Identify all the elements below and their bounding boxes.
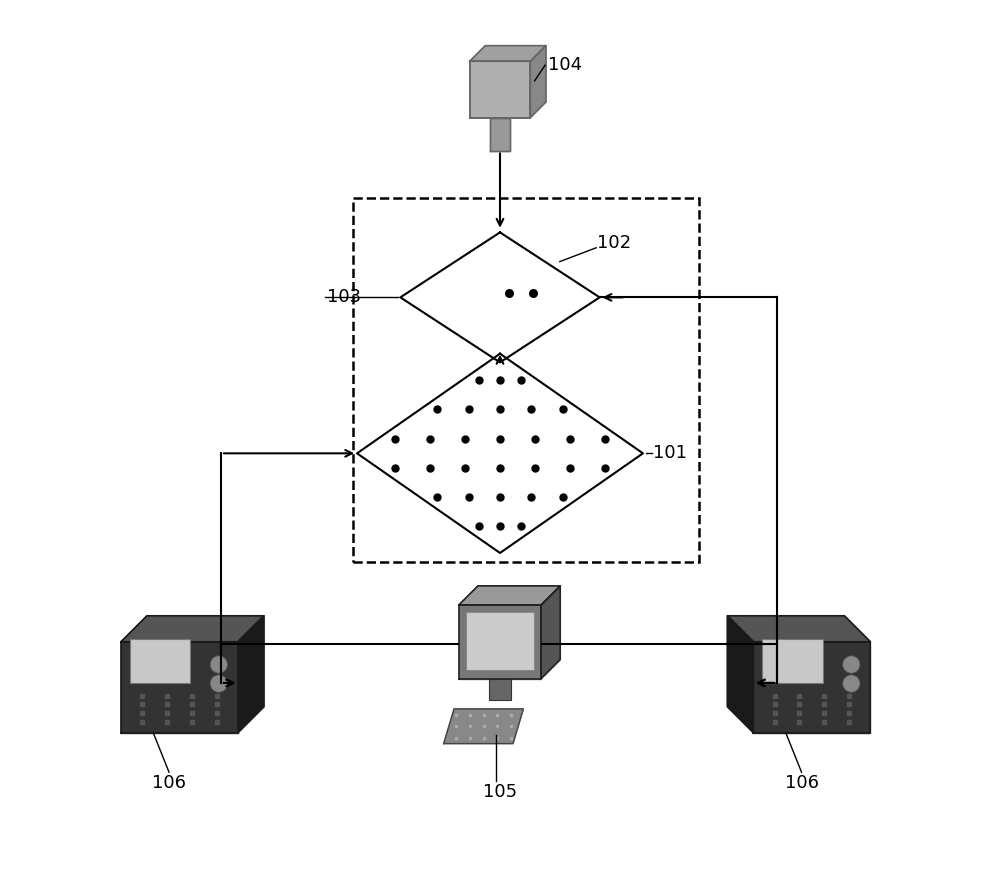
Bar: [466, 612, 534, 670]
Bar: [130, 639, 190, 683]
Polygon shape: [541, 586, 560, 678]
Bar: [470, 61, 530, 118]
Bar: [762, 639, 823, 683]
Polygon shape: [444, 709, 523, 744]
Text: 102: 102: [597, 234, 631, 252]
Circle shape: [843, 675, 860, 692]
Circle shape: [210, 656, 228, 673]
Polygon shape: [400, 232, 600, 363]
Bar: [490, 118, 510, 151]
Text: 106: 106: [785, 774, 819, 792]
Polygon shape: [121, 616, 264, 642]
Circle shape: [843, 656, 860, 673]
Polygon shape: [470, 45, 546, 61]
Polygon shape: [121, 642, 238, 732]
Polygon shape: [238, 616, 264, 732]
Circle shape: [210, 675, 228, 692]
Text: 105: 105: [483, 782, 517, 800]
Text: 103: 103: [327, 289, 361, 306]
Text: 104: 104: [548, 56, 582, 74]
Polygon shape: [459, 605, 541, 678]
Polygon shape: [459, 586, 560, 605]
Polygon shape: [357, 354, 643, 553]
Bar: [489, 678, 511, 700]
Text: 106: 106: [152, 774, 186, 792]
Polygon shape: [727, 616, 870, 642]
Polygon shape: [530, 45, 546, 118]
Polygon shape: [727, 616, 753, 732]
Bar: [353, 198, 699, 562]
Polygon shape: [753, 642, 870, 732]
Text: 101: 101: [653, 445, 687, 462]
